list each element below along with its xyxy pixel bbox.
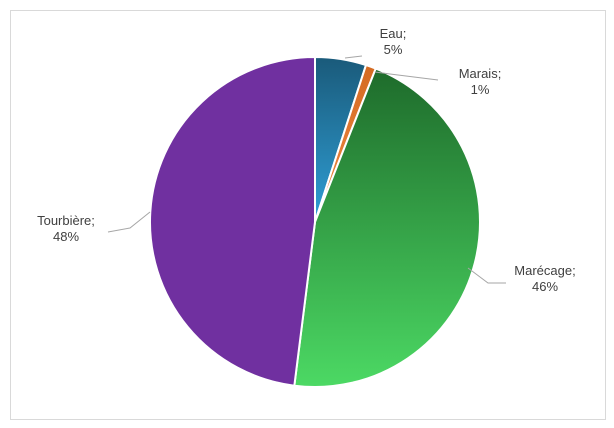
data-label-value: 46% [532, 279, 558, 294]
data-label-category: Eau; [380, 26, 407, 41]
data-label-category: Marais; [459, 66, 502, 81]
data-label: Marais; 1% [459, 66, 502, 97]
leader-line [344, 55, 363, 59]
leader-line [107, 211, 151, 233]
data-label-value: 1% [471, 82, 490, 97]
data-label-category: Marécage; [514, 263, 575, 278]
pie-slice-tourbiere [149, 56, 316, 387]
data-label-value: 48% [53, 229, 79, 244]
pie-slices [149, 56, 481, 388]
leader-line [374, 71, 439, 81]
data-labels: Eau; 5% Marais; 1% Marécage; 46% Tourbière; 48% [37, 26, 576, 294]
leader-line [467, 267, 506, 284]
data-label-category: Tourbière; [37, 213, 95, 228]
leader-lines [107, 55, 506, 284]
data-label: Eau; 5% [380, 26, 407, 57]
data-label: Tourbière; 48% [37, 213, 95, 244]
data-label-value: 5% [384, 42, 403, 57]
pie-slice-marecage [293, 67, 481, 388]
data-label: Marécage; 46% [514, 263, 575, 294]
